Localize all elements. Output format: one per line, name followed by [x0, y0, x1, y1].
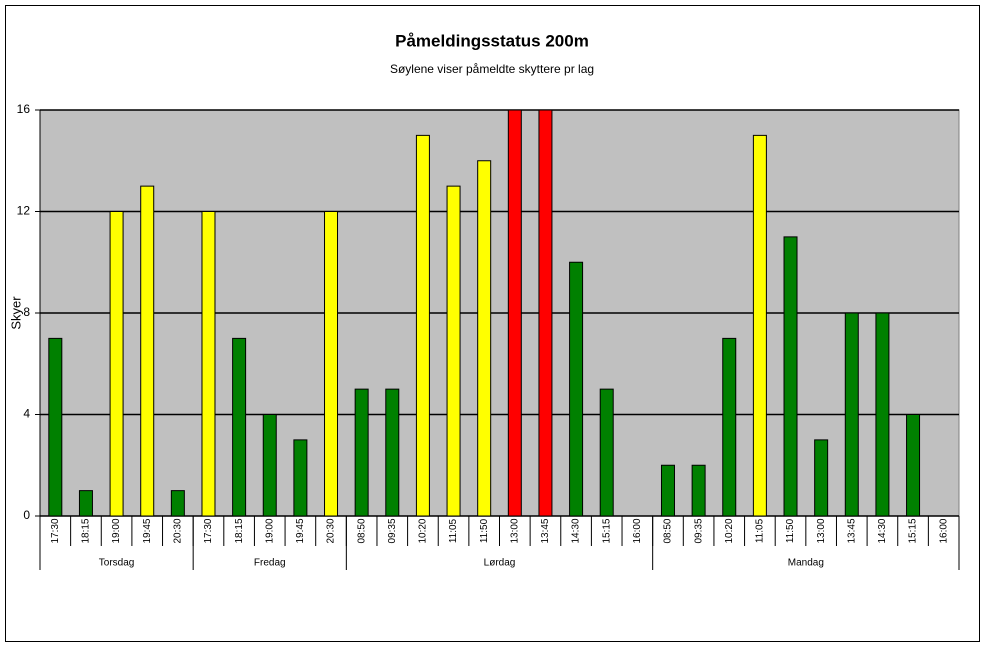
bar: [354, 388, 369, 517]
bar: [507, 109, 522, 517]
x-tick-label: 11:50: [479, 518, 490, 543]
x-tick-label: 13:45: [846, 518, 857, 543]
x-tick-label: 19:45: [142, 518, 153, 543]
bar: [722, 337, 737, 517]
x-tick-label: 11:50: [785, 518, 796, 543]
bar: [232, 337, 247, 517]
bar: [875, 312, 890, 517]
bar: [201, 211, 216, 517]
bar: [814, 439, 829, 517]
bar: [446, 185, 461, 517]
x-tick-label: 19:00: [111, 518, 122, 543]
y-tick-label: 4: [23, 407, 30, 421]
x-tick-label: 08:50: [356, 518, 367, 543]
bar: [906, 414, 921, 517]
bar: [324, 211, 339, 517]
x-tick-label: 14:30: [571, 518, 582, 543]
group-label: Fredag: [254, 558, 286, 569]
bar: [599, 388, 614, 517]
group-label: Torsdag: [99, 558, 135, 569]
x-tick-label: 13:00: [509, 518, 520, 543]
x-tick-label: 14:30: [877, 518, 888, 543]
x-tick-label: 17:30: [203, 518, 214, 543]
bar: [844, 312, 859, 517]
bar: [170, 490, 185, 517]
y-tick-label: 8: [23, 305, 30, 319]
bar: [569, 261, 584, 517]
x-tick-label: 11:05: [755, 518, 766, 543]
bar: [783, 236, 798, 517]
group-label: Mandag: [788, 558, 824, 569]
group-label: Lørdag: [484, 558, 516, 569]
x-tick-label: 20:30: [172, 518, 183, 543]
chart-subtitle: Søylene viser påmeldte skyttere pr lag: [390, 62, 594, 76]
x-tick-label: 09:35: [693, 518, 704, 543]
x-tick-label: 09:35: [387, 518, 398, 543]
x-tick-label: 19:00: [264, 518, 275, 543]
y-tick-label: 16: [17, 102, 31, 116]
bar: [691, 464, 706, 517]
x-tick-label: 16:00: [938, 518, 949, 543]
x-tick-label: 18:15: [81, 518, 92, 543]
bar: [293, 439, 308, 517]
x-tick-label: 13:45: [540, 518, 551, 543]
x-tick-label: 10:20: [418, 518, 429, 543]
x-tick-label: 17:30: [50, 518, 61, 543]
x-tick-label: 10:20: [724, 518, 735, 543]
bar: [752, 134, 767, 517]
y-axis-label: Skyer: [8, 296, 23, 330]
y-tick-label: 0: [23, 508, 30, 522]
x-tick-label: 16:00: [632, 518, 643, 543]
x-tick-label: 20:30: [326, 518, 337, 543]
bar: [78, 490, 93, 517]
bar: [109, 211, 124, 517]
x-tick-label: 11:05: [448, 518, 459, 543]
y-tick-label: 12: [17, 204, 31, 218]
bar: [48, 337, 63, 517]
bar: [477, 160, 492, 517]
x-tick-label: 19:45: [295, 518, 306, 543]
x-tick-label: 13:00: [816, 518, 827, 543]
bar: [385, 388, 400, 517]
x-tick-label: 15:15: [908, 518, 919, 543]
chart-title: Påmeldingsstatus 200m: [395, 31, 589, 50]
bar: [262, 414, 277, 517]
x-tick-label: 08:50: [663, 518, 674, 543]
bar: [660, 464, 675, 517]
bar: [538, 109, 553, 517]
bar: [140, 185, 155, 517]
x-tick-label: 15:15: [601, 518, 612, 543]
bar: [415, 134, 430, 517]
x-tick-label: 18:15: [234, 518, 245, 543]
